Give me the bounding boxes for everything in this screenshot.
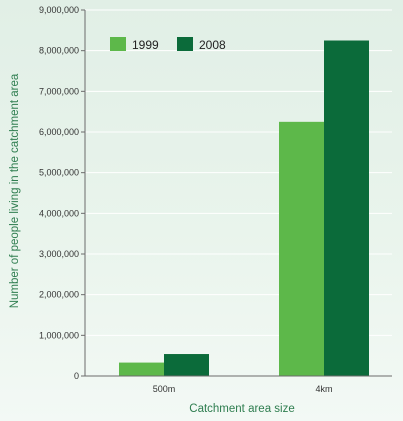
legend-label-1999: 1999	[132, 38, 159, 52]
x-axis-title: Catchment area size	[189, 403, 294, 415]
bar-1999-500m	[119, 362, 164, 376]
bar-2008-500m	[164, 354, 209, 376]
y-tick-label: 7,000,000	[39, 86, 79, 96]
y-tick-label: 1,000,000	[39, 330, 79, 340]
legend-swatch-1999	[110, 37, 126, 51]
y-tick-labels: 0 1,000,000 2,000,000 3,000,000 4,000,000 5,0…	[39, 5, 85, 381]
y-axis-title: Number of people living in the catchment…	[9, 73, 21, 308]
y-tick-label: 4,000,000	[39, 208, 79, 218]
legend: 1999 2008	[110, 37, 226, 52]
axes	[84, 10, 392, 377]
bars	[119, 40, 369, 376]
legend-label-2008: 2008	[199, 38, 226, 52]
bar-2008-4km	[324, 40, 369, 376]
bar-1999-4km	[279, 121, 324, 376]
x-tick-labels: 500m 4km	[153, 384, 333, 394]
y-tick-label: 5,000,000	[39, 168, 79, 178]
y-tick-label: 3,000,000	[39, 249, 79, 259]
x-tick-label: 4km	[315, 384, 332, 394]
y-tick-label: 9,000,000	[39, 5, 79, 15]
legend-swatch-2008	[177, 37, 193, 51]
y-tick-label: 2,000,000	[39, 290, 79, 300]
x-tick-label: 500m	[153, 384, 176, 394]
y-tick-label: 8,000,000	[39, 46, 79, 56]
gridlines	[85, 9, 392, 336]
y-tick-label: 6,000,000	[39, 127, 79, 137]
y-tick-label: 0	[74, 371, 79, 381]
